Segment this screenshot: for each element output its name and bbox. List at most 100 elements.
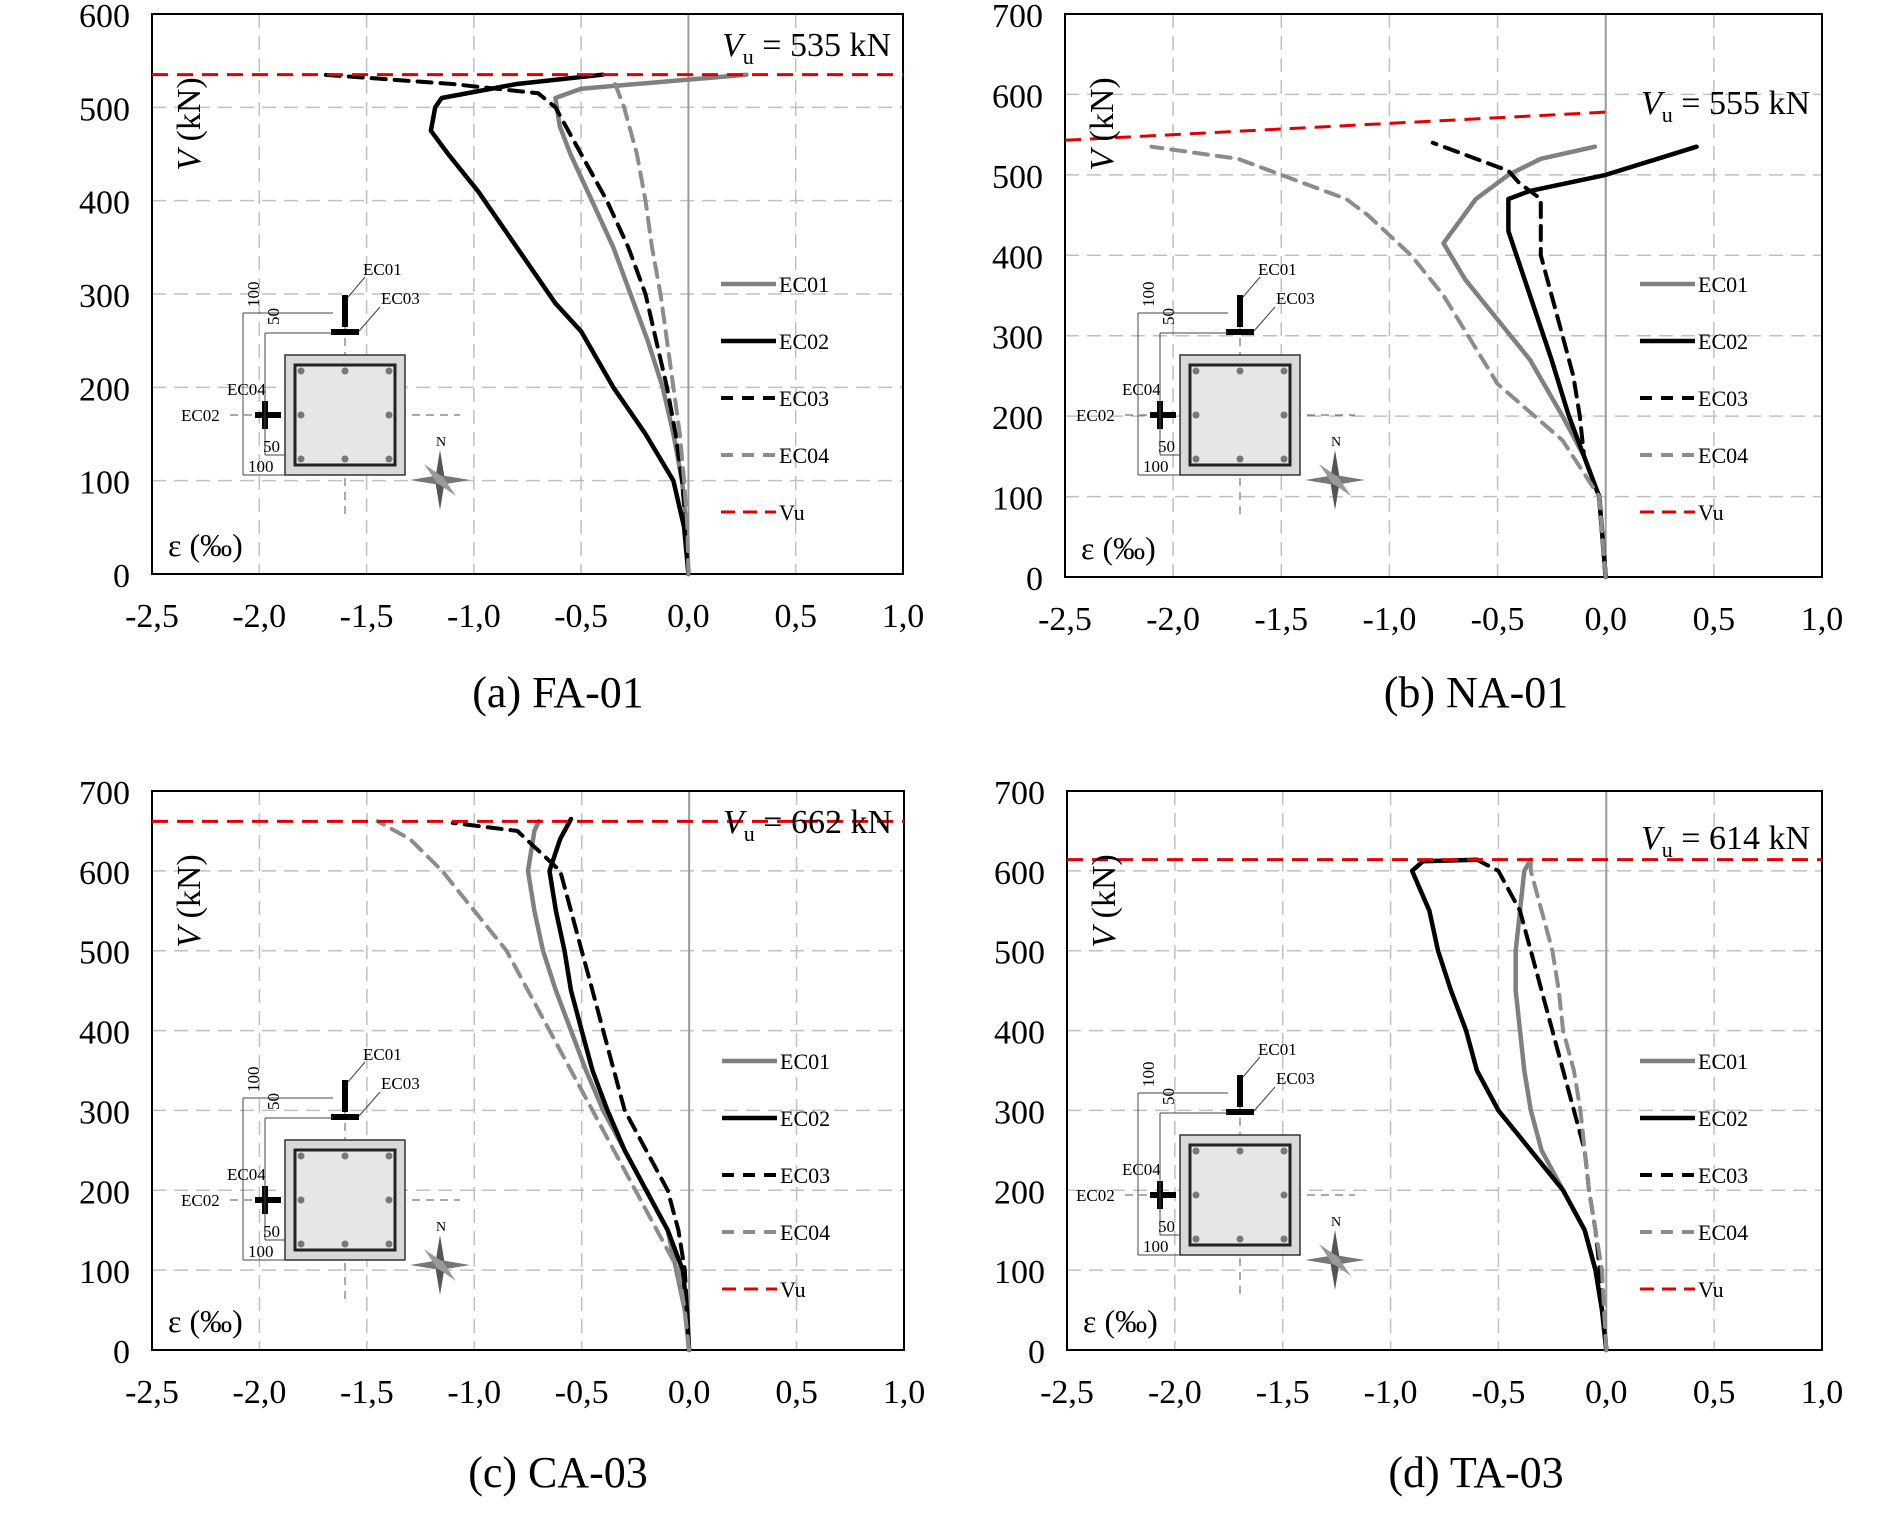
inset-rebar bbox=[1192, 1235, 1200, 1243]
inset-rebar bbox=[1236, 455, 1244, 463]
compass-rose-icon: N bbox=[1305, 1215, 1365, 1290]
y-tick-label: 300 bbox=[992, 320, 1043, 357]
x-tick-label: -1,0 bbox=[1364, 1374, 1418, 1411]
inset-stirrup bbox=[1188, 1143, 1292, 1247]
inset-dim-label: 50 bbox=[264, 1093, 283, 1110]
inset-dim-label: 50 bbox=[1159, 1088, 1178, 1105]
y-axis-label: V (kN) bbox=[1086, 854, 1123, 947]
y-tick-label: 300 bbox=[79, 1094, 130, 1131]
inset-dim-label: 50 bbox=[264, 308, 283, 325]
y-tick-label: 100 bbox=[994, 1254, 1045, 1291]
y-tick-label: 0 bbox=[113, 558, 130, 595]
inset-rebar bbox=[1192, 1147, 1200, 1155]
inset-rebar bbox=[1280, 367, 1288, 375]
inset-leader bbox=[1253, 306, 1276, 332]
inset-rebar bbox=[1192, 1191, 1200, 1199]
series-line-ec03 bbox=[321, 72, 691, 576]
y-tick-label: 200 bbox=[79, 1174, 130, 1211]
inset-rebar bbox=[341, 1240, 349, 1248]
x-axis-label: ε (‰) bbox=[1081, 530, 1156, 566]
inset-stirrup bbox=[1188, 363, 1292, 467]
series-line-ec04 bbox=[611, 77, 691, 576]
vu-line bbox=[1064, 110, 1606, 142]
series-line-ec02 bbox=[547, 816, 692, 1353]
series-line-ec02 bbox=[1506, 144, 1699, 580]
legend-label-vu: Vu bbox=[779, 500, 805, 525]
inset-dim-label: 50 bbox=[1158, 1217, 1175, 1236]
x-tick-label: 1,0 bbox=[883, 1374, 926, 1411]
x-tick-label: -2,0 bbox=[232, 598, 286, 635]
legend-label-ec01: EC01 bbox=[780, 1049, 830, 1074]
inset-rebar bbox=[297, 411, 305, 419]
inset-gauge-ec01 bbox=[1237, 1075, 1243, 1107]
inset-label-ec01: EC01 bbox=[363, 260, 402, 279]
y-tick-label: 700 bbox=[992, 0, 1043, 35]
legend-label-vu: Vu bbox=[1698, 500, 1724, 525]
inset-rebar bbox=[1236, 1235, 1244, 1243]
compass-needle bbox=[1319, 464, 1351, 496]
inset-rebar bbox=[341, 1152, 349, 1160]
inset-dim-label: 100 bbox=[1139, 1062, 1158, 1088]
legend-label-ec03: EC03 bbox=[1698, 1163, 1748, 1188]
legend-label-ec04: EC04 bbox=[1698, 443, 1748, 468]
x-tick-label: -0,5 bbox=[1471, 601, 1525, 638]
x-tick-label: -1,0 bbox=[447, 1374, 501, 1411]
x-tick-label: 0,5 bbox=[774, 598, 817, 635]
inset-label-ec04: EC04 bbox=[227, 1165, 266, 1184]
x-tick-label: -0,5 bbox=[1472, 1374, 1526, 1411]
caption-c: (c) CA-03 bbox=[468, 1448, 648, 1497]
inset-rebar bbox=[385, 367, 393, 375]
x-tick-label: 0,0 bbox=[1585, 1374, 1628, 1411]
x-tick-label: 0,5 bbox=[775, 1374, 818, 1411]
y-tick-label: 0 bbox=[1026, 561, 1043, 598]
y-tick-label: 0 bbox=[1028, 1334, 1045, 1371]
inset-leader bbox=[1242, 1056, 1261, 1078]
inset-label-ec03: EC03 bbox=[381, 289, 420, 308]
legend-label-ec02: EC02 bbox=[780, 1106, 830, 1131]
x-tick-label: 0,0 bbox=[1584, 601, 1627, 638]
series-line-ec04 bbox=[375, 819, 692, 1352]
inset-rebar bbox=[385, 1152, 393, 1160]
y-tick-label: 0 bbox=[113, 1334, 130, 1371]
y-tick-label: 600 bbox=[79, 855, 130, 892]
chart-panel-c: 0 100 200 300 400 500 600 700 -2,5 -2,0 -1,5 -1,0 -0… bbox=[79, 775, 925, 1411]
plot-frame bbox=[1066, 790, 1823, 1351]
x-tick-label: -1,0 bbox=[1363, 601, 1417, 638]
inset-label-ec03: EC03 bbox=[381, 1074, 420, 1093]
series-line-ec03 bbox=[450, 820, 692, 1352]
legend-label-ec02: EC02 bbox=[779, 329, 829, 354]
y-tick-label: 500 bbox=[992, 159, 1043, 196]
legend-label-ec04: EC04 bbox=[1698, 1220, 1748, 1245]
y-tick-label: 200 bbox=[79, 371, 130, 408]
legend-label-ec03: EC03 bbox=[779, 386, 829, 411]
legend-label-vu: Vu bbox=[780, 1277, 806, 1302]
inset-gauge-ec03 bbox=[331, 329, 359, 335]
inset-dim-label: 100 bbox=[248, 1242, 274, 1261]
x-tick-label: -1,5 bbox=[1256, 1374, 1310, 1411]
series-line-ec02 bbox=[428, 72, 691, 577]
plot-frame bbox=[151, 13, 904, 575]
inset-rebar bbox=[297, 1196, 305, 1204]
inset-label-ec04: EC04 bbox=[1122, 1160, 1161, 1179]
y-axis-label: V (kN) bbox=[1084, 77, 1121, 170]
inset-gauge-ec01 bbox=[1237, 295, 1243, 327]
inset-rebar bbox=[1280, 411, 1288, 419]
inset-label-ec03: EC03 bbox=[1276, 1069, 1315, 1088]
x-tick-label: -2,0 bbox=[1148, 1374, 1202, 1411]
x-tick-label: 0,5 bbox=[1693, 1374, 1736, 1411]
inset-rebar bbox=[1192, 411, 1200, 419]
inset-label-ec02: EC02 bbox=[1076, 1186, 1115, 1205]
y-axis-label: V (kN) bbox=[171, 77, 208, 170]
legend-label-ec03: EC03 bbox=[1698, 386, 1748, 411]
legend-label-ec01: EC01 bbox=[1698, 1049, 1748, 1074]
inset-gauge-ec03 bbox=[1226, 329, 1254, 335]
x-tick-label: 1,0 bbox=[882, 598, 925, 635]
inset-dim-label: 100 bbox=[1139, 282, 1158, 308]
compass-rose-icon: N bbox=[1305, 435, 1365, 510]
x-tick-label: -0,5 bbox=[554, 598, 608, 635]
inset-rebar bbox=[341, 455, 349, 463]
y-tick-label: 600 bbox=[992, 78, 1043, 115]
